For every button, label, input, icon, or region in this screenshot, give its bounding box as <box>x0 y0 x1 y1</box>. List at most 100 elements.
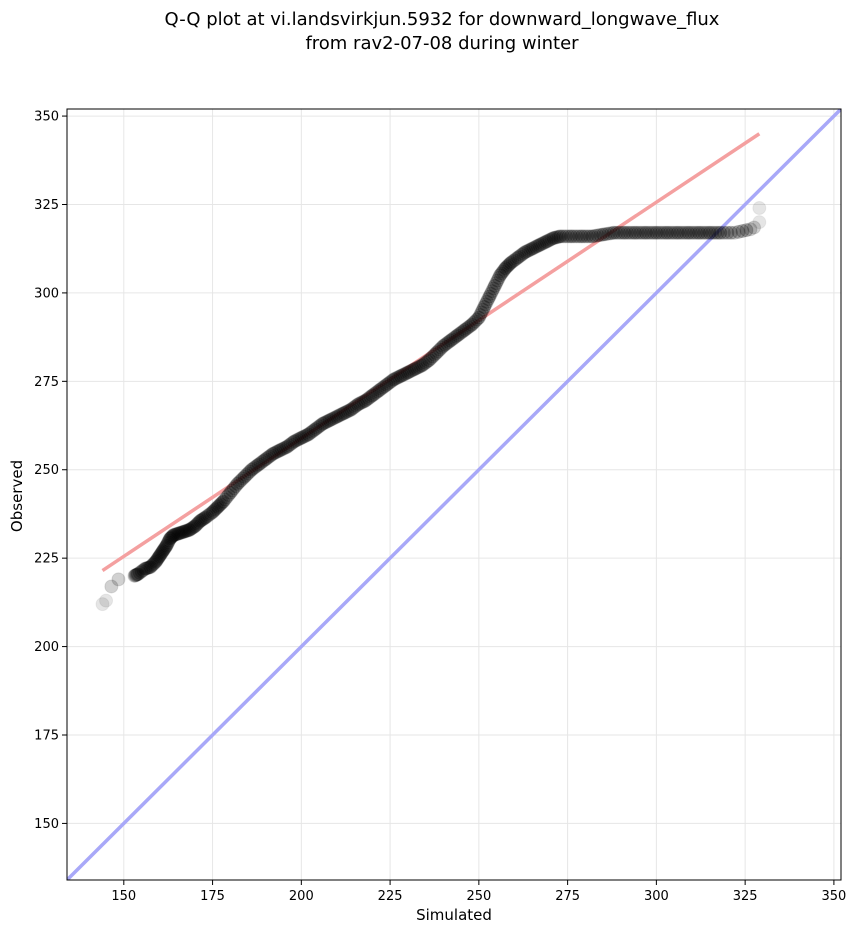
quantile-point-fill <box>593 227 608 242</box>
quantile-point-fill <box>439 336 454 351</box>
quantile-point-fill <box>290 432 305 447</box>
quantile-point <box>503 255 518 270</box>
y-tick-label: 150 <box>34 817 59 832</box>
quantile-point <box>166 528 181 543</box>
quantile-point-fill <box>175 525 190 540</box>
quantile-point <box>329 409 344 424</box>
quantile-point-fill <box>232 475 247 490</box>
quantile-point <box>223 485 238 500</box>
quantile-point-fill <box>356 394 371 409</box>
quantile-point-fill <box>473 308 488 323</box>
quantile-point <box>477 300 492 315</box>
quantile-point <box>322 413 337 428</box>
quantile-point-fill <box>452 327 467 342</box>
quantile-point-fill <box>367 387 382 402</box>
quantile-point-fill <box>255 454 270 469</box>
quantile-point-fill <box>264 448 279 463</box>
quantile-point <box>131 567 146 582</box>
chart-title-line-1: Q-Q plot at vi.landsvirkjun.5932 for dow… <box>165 9 720 30</box>
quantile-point-fill <box>202 507 217 522</box>
quantile-point-fill <box>242 464 257 479</box>
quantile-point-fill <box>391 369 406 384</box>
quantile-point-fill <box>707 225 722 240</box>
quantile-point <box>182 522 197 537</box>
quantile-point-fill <box>283 437 298 452</box>
quantile-point-fill <box>601 226 616 241</box>
quantile-point-fill <box>432 342 447 357</box>
quantile-point-fill <box>274 442 289 457</box>
y-tick-label: 225 <box>34 552 59 567</box>
quantile-point-fill <box>686 225 701 240</box>
quantile-point-fill <box>507 253 522 268</box>
quantile-point-fill <box>153 548 168 563</box>
quantile-point-fill <box>303 426 318 441</box>
quantile-point <box>265 446 280 461</box>
quantile-point-fill <box>454 325 469 340</box>
quantile-point-fill <box>136 563 151 578</box>
quantile-point-fill <box>191 515 206 530</box>
quantile-point-fill <box>221 487 236 502</box>
quantile-point-fill <box>262 449 277 464</box>
quantile-point-fill <box>304 424 319 439</box>
quantile-point-fill <box>257 453 272 468</box>
quantile-point-fill <box>200 509 215 524</box>
quantile-point-fill <box>310 420 325 435</box>
quantile-point-fill <box>620 225 635 240</box>
quantile-point <box>670 225 685 240</box>
quantile-point-fill <box>644 225 659 240</box>
y-tick-label: 200 <box>34 640 59 655</box>
quantile-point-fill <box>542 232 557 247</box>
quantile-point-fill <box>292 431 307 446</box>
quantile-point <box>336 406 351 421</box>
x-tick-label: 275 <box>555 889 580 904</box>
fit-line <box>101 132 761 572</box>
quantile-point-fill <box>434 340 449 355</box>
quantile-point-fill <box>179 523 194 538</box>
quantile-point-fill <box>349 398 364 413</box>
quantile-point <box>471 310 486 325</box>
quantile-point <box>606 225 621 240</box>
quantile-point-fill <box>150 552 165 567</box>
quantile-point-fill <box>167 527 182 542</box>
quantile-point-fill <box>427 347 442 362</box>
y-tick-label: 325 <box>34 198 59 213</box>
quantile-point-fill <box>165 529 180 544</box>
quantile-point-fill <box>342 403 357 418</box>
quantile-point-fill <box>526 240 541 255</box>
quantile-point-fill <box>395 368 410 383</box>
quantile-point-fill <box>276 441 291 456</box>
x-tick-label: 300 <box>644 889 669 904</box>
quantile-point-fill <box>697 225 712 240</box>
quantile-point-fill <box>633 225 648 240</box>
quantile-point <box>743 222 758 237</box>
quantile-point-fill <box>160 537 175 552</box>
quantile-point-fill <box>248 460 263 475</box>
quantile-point-fill <box>416 357 431 372</box>
x-tick-label: 250 <box>466 889 491 904</box>
quantile-point <box>436 338 451 353</box>
quantile-point <box>617 225 632 240</box>
quantile-point <box>237 469 252 484</box>
quantile-point-fill <box>154 545 169 560</box>
x-axis-ticks: 150 175 200 225 250 275 300 325 350 <box>111 880 846 904</box>
quantile-point <box>498 261 513 276</box>
quantile-point-fill <box>485 284 500 299</box>
quantile-point <box>386 372 401 387</box>
quantile-point-fill <box>217 492 232 507</box>
quantile-point-fill <box>423 351 438 366</box>
quantile-point-fill <box>154 546 169 561</box>
quantile-point-fill <box>535 236 550 251</box>
quantile-point-fill <box>720 225 735 240</box>
quantile-point <box>177 524 192 539</box>
quantile-point <box>372 383 387 398</box>
quantile-point-fill <box>739 223 754 238</box>
quantile-point-fill <box>368 385 383 400</box>
quantile-point-fill <box>544 231 559 246</box>
y-tick-label: 275 <box>34 375 59 390</box>
quantile-point-fill <box>486 281 501 296</box>
quantile-point-fill <box>549 230 564 245</box>
quantile-point-fill <box>678 225 693 240</box>
quantile-point-fill <box>501 258 516 273</box>
quantile-point-fill <box>338 405 353 420</box>
